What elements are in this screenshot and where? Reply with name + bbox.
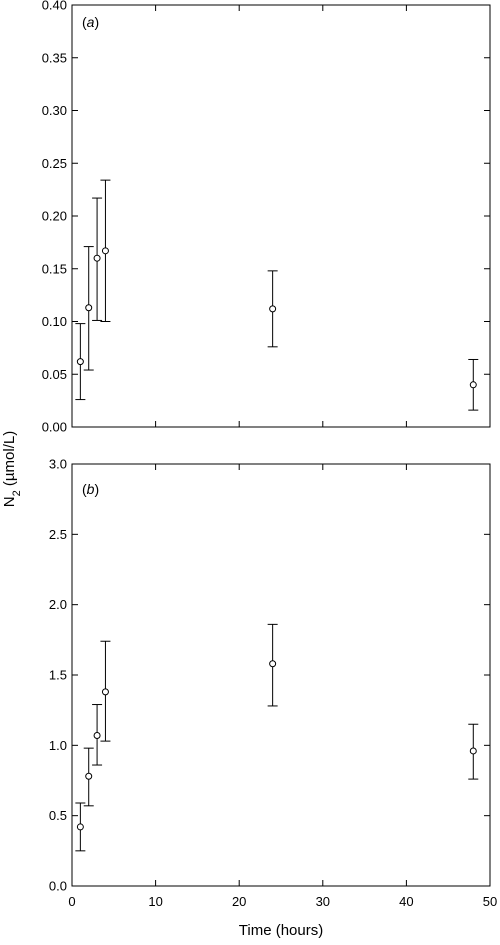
panel-b-x-tick-label: 50 (483, 894, 497, 909)
panel-a-y-tick-label: 0.40 (42, 0, 67, 13)
panel-a-y-tick-label: 0.30 (42, 103, 67, 118)
panel-a-y-tick-label: 0.20 (42, 209, 67, 224)
panel-b-marks (75, 623, 479, 852)
panel-a-data-point (269, 305, 277, 313)
panel-a-marks (75, 179, 479, 411)
panel-a: (a) 0.00 0.05 0.10 0.15 0.20 0.25 0.30 0.35 0.40 (42, 0, 491, 435)
panel-a-label-letter: a (87, 14, 95, 30)
panel-b-label-letter: b (87, 481, 95, 497)
panel-b-data-point (101, 688, 109, 696)
panel-a-y-tick-label: 0.10 (42, 314, 67, 329)
panel-b-frame (71, 463, 491, 887)
panel-b-data-point (269, 660, 277, 668)
panel-b-x-tick-label: 40 (399, 894, 413, 909)
panel-a-data-point (85, 304, 93, 312)
panel-a-y-tick-label: 0.25 (42, 156, 67, 171)
shared-y-axis-title: N2 (µmol/L) (1, 431, 23, 507)
panel-a-label-open: ( (82, 14, 87, 30)
panel-b-x-tick-label: 0 (68, 894, 75, 909)
panel-b-x-ticks: 0 10 20 30 40 50 (68, 464, 497, 909)
panel-b-data-point (469, 747, 477, 755)
panel-a-data-point (93, 254, 101, 262)
panel-b-data-point (85, 772, 93, 780)
panel-b-y-tick-label: 1.0 (49, 738, 67, 753)
panel-b-y-tick-label: 0.5 (49, 808, 67, 823)
panel-b-y-tick-label: 2.0 (49, 597, 67, 612)
panel-b-y-ticks: 0.0 0.5 1.0 1.5 2.0 2.5 3.0 (49, 457, 490, 894)
panel-b-label: (b) (82, 481, 99, 497)
panel-a-label: (a) (82, 14, 99, 30)
panel-b-y-tick-label: 2.5 (49, 527, 67, 542)
panel-b-label-open: ( (82, 481, 87, 497)
panel-b-x-tick-label: 30 (316, 894, 330, 909)
panel-b-x-tick-label: 20 (232, 894, 246, 909)
panel-a-data-point (76, 358, 84, 366)
panel-a-y-tick-label: 0.15 (42, 261, 67, 276)
panel-a-label-close: ) (94, 14, 99, 30)
y-axis-title-base: N (1, 496, 18, 507)
panel-a-data-point (101, 247, 109, 255)
y-axis-title-subscript: 2 (11, 490, 23, 496)
panel-a-y-tick-label: 0.00 (42, 420, 67, 435)
panel-b: (b) 0.0 0.5 1.0 1.5 2.0 2.5 3.0 0 10 20 30 40 50 (49, 457, 497, 910)
y-axis-title-units: (µmol/L) (1, 431, 18, 490)
panel-b-data-point (93, 731, 101, 739)
panel-a-y-ticks: 0.00 0.05 0.10 0.15 0.20 0.25 0.30 0.35 0.40 (42, 0, 490, 435)
panel-b-label-close: ) (94, 481, 99, 497)
x-axis-title: Time (hours) (239, 922, 323, 939)
panel-a-y-tick-label: 0.35 (42, 50, 67, 65)
panel-b-y-tick-label: 3.0 (49, 457, 67, 472)
panel-a-y-tick-label: 0.05 (42, 367, 67, 382)
panel-a-data-point (469, 381, 477, 389)
panel-b-x-tick-label: 10 (148, 894, 162, 909)
panel-a-x-ticks (71, 5, 491, 427)
panel-b-y-tick-label: 1.5 (49, 668, 67, 683)
panel-b-data-point (76, 823, 84, 831)
panel-a-frame (71, 4, 491, 428)
panel-b-y-tick-label: 0.0 (49, 879, 67, 894)
